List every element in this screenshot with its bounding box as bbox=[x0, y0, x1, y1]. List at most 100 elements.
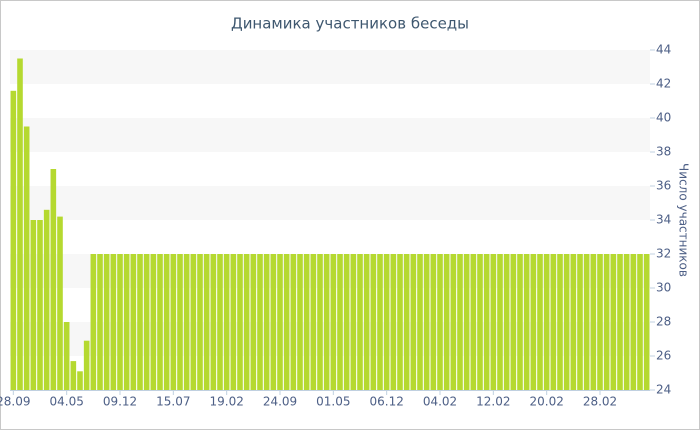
bar bbox=[237, 254, 243, 390]
bar bbox=[77, 371, 83, 390]
y-tick-label: 28 bbox=[656, 315, 671, 329]
bar bbox=[323, 254, 330, 390]
bar bbox=[137, 254, 143, 390]
x-tick-label: 12.02 bbox=[476, 395, 510, 409]
bar bbox=[603, 254, 610, 390]
bar bbox=[410, 254, 417, 390]
y-axis-title: Число участников bbox=[677, 163, 691, 277]
bar bbox=[83, 340, 90, 390]
bar bbox=[523, 254, 530, 390]
bar bbox=[110, 254, 117, 390]
y-tick-label: 44 bbox=[656, 43, 671, 57]
x-tick-label: 04.05 bbox=[49, 395, 83, 409]
bar bbox=[303, 254, 310, 390]
bar bbox=[10, 90, 17, 391]
bar bbox=[50, 169, 57, 390]
y-tick-label: 40 bbox=[656, 111, 671, 125]
band bbox=[10, 254, 650, 288]
x-tick-label: 01.05 bbox=[316, 395, 350, 409]
bar bbox=[90, 254, 97, 390]
y-tick-label: 38 bbox=[656, 145, 671, 159]
bar bbox=[643, 254, 650, 390]
bar bbox=[423, 254, 430, 390]
bar bbox=[597, 254, 603, 390]
bar bbox=[497, 254, 503, 390]
bar bbox=[257, 254, 263, 390]
bar bbox=[263, 254, 270, 390]
bar bbox=[403, 254, 410, 390]
bar bbox=[363, 254, 370, 390]
x-tick-label: 24.09 bbox=[263, 395, 297, 409]
bar bbox=[437, 254, 443, 390]
bar bbox=[517, 254, 523, 390]
bar bbox=[610, 254, 617, 390]
band bbox=[10, 118, 650, 152]
band bbox=[10, 50, 650, 84]
bar bbox=[537, 254, 543, 390]
bar bbox=[430, 254, 437, 390]
x-tick-label: 15.07 bbox=[156, 395, 190, 409]
x-tick-label: 06.12 bbox=[369, 395, 403, 409]
bar bbox=[503, 254, 510, 390]
bar bbox=[357, 254, 363, 390]
bar bbox=[463, 254, 470, 390]
bar bbox=[563, 254, 570, 390]
bar bbox=[203, 254, 210, 390]
bar bbox=[297, 254, 303, 390]
bar bbox=[550, 254, 557, 390]
bar bbox=[157, 254, 163, 390]
x-tick-label: 19.02 bbox=[209, 395, 243, 409]
bar bbox=[283, 254, 290, 390]
bar bbox=[310, 254, 317, 390]
bar bbox=[290, 254, 297, 390]
bar bbox=[217, 254, 223, 390]
bar bbox=[350, 254, 357, 390]
bar bbox=[97, 254, 103, 390]
bar bbox=[390, 254, 397, 390]
bar bbox=[57, 216, 63, 390]
bar bbox=[370, 254, 377, 390]
bar bbox=[443, 254, 450, 390]
y-tick-label: 34 bbox=[656, 213, 671, 227]
x-tick-label: 04.02 bbox=[423, 395, 457, 409]
bar bbox=[123, 254, 130, 390]
bar bbox=[317, 254, 323, 390]
bar bbox=[337, 254, 343, 390]
y-tick-label: 42 bbox=[656, 77, 671, 91]
bar bbox=[183, 254, 190, 390]
bar bbox=[117, 254, 123, 390]
band bbox=[10, 186, 650, 220]
bar bbox=[170, 254, 177, 390]
bar bbox=[510, 254, 517, 390]
bar bbox=[557, 254, 563, 390]
bar bbox=[630, 254, 637, 390]
bar bbox=[477, 254, 483, 390]
bar bbox=[63, 322, 70, 390]
bar bbox=[590, 254, 597, 390]
bar bbox=[30, 220, 37, 390]
x-tick-label: 20.02 bbox=[529, 395, 563, 409]
bar bbox=[150, 254, 157, 390]
chart-title: Динамика участников беседы bbox=[231, 15, 469, 33]
bar bbox=[277, 254, 283, 390]
bar bbox=[177, 254, 183, 390]
bar bbox=[210, 254, 217, 390]
bar bbox=[223, 254, 230, 390]
bar bbox=[383, 254, 390, 390]
bar bbox=[570, 254, 577, 390]
bands bbox=[10, 50, 650, 356]
bar bbox=[43, 209, 50, 390]
bar bbox=[470, 254, 477, 390]
bar bbox=[23, 126, 30, 390]
bar bbox=[163, 254, 170, 390]
bar bbox=[17, 58, 23, 390]
bar bbox=[197, 254, 203, 390]
y-tick-label: 30 bbox=[656, 281, 671, 295]
bar bbox=[490, 254, 497, 390]
bar bbox=[330, 254, 337, 390]
x-tick-label: 09.12 bbox=[103, 395, 137, 409]
bar bbox=[377, 254, 383, 390]
y-tick-label: 36 bbox=[656, 179, 671, 193]
bar bbox=[617, 254, 623, 390]
